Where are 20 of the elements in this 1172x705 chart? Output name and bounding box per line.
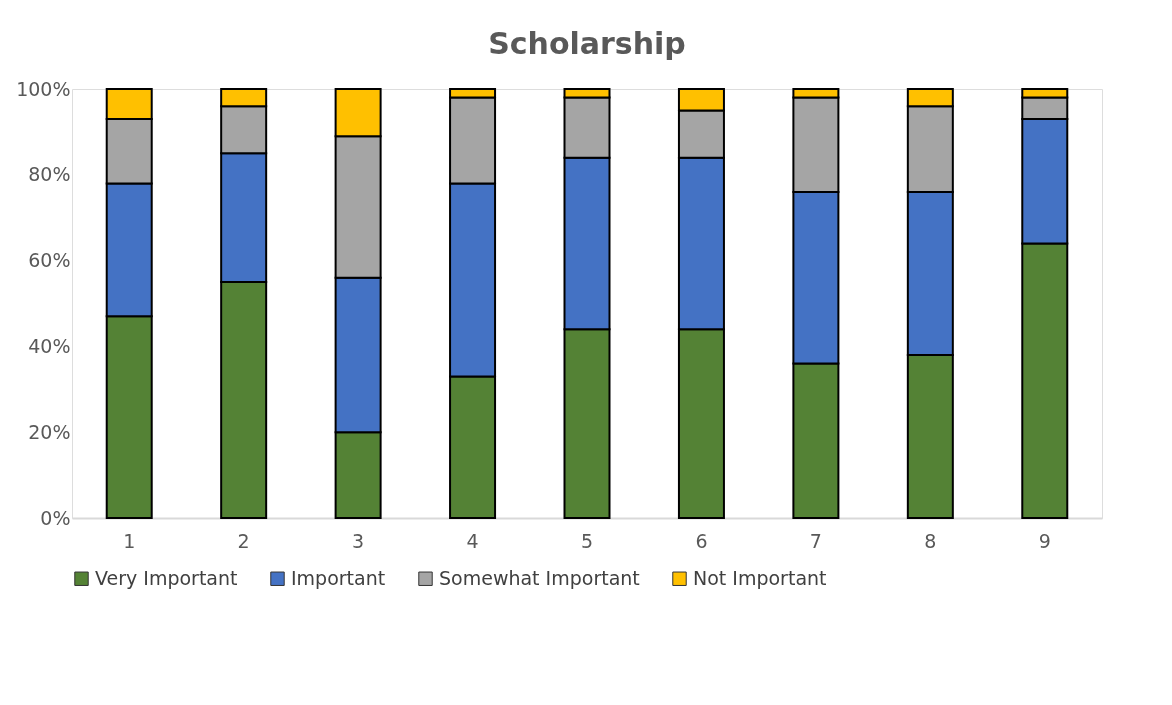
x-tick-label: 8 [924, 529, 937, 552]
y-tick-label: 100% [16, 77, 71, 100]
x-tick-label: 2 [237, 529, 250, 552]
x-tick-label: 3 [352, 529, 365, 552]
chart-title: Scholarship [488, 26, 686, 61]
legend-label: Somewhat Important [439, 566, 640, 589]
legend-label: Not Important [693, 566, 827, 589]
y-tick-label: 20% [28, 420, 71, 443]
x-tick-label: 5 [580, 529, 594, 552]
y-tick-label: 0% [40, 506, 71, 529]
y-tick-label: 40% [28, 334, 71, 357]
legend-label: Important [291, 566, 386, 589]
x-tick-label: 6 [695, 529, 708, 552]
x-tick-label: 9 [1038, 529, 1051, 552]
legend-label: Very Important [95, 566, 238, 589]
y-tick-label: 60% [28, 249, 71, 272]
x-tick-label: 7 [809, 529, 822, 552]
x-tick-label: 1 [123, 529, 136, 552]
y-tick-label: 80% [28, 163, 71, 186]
x-tick-label: 4 [466, 529, 479, 552]
